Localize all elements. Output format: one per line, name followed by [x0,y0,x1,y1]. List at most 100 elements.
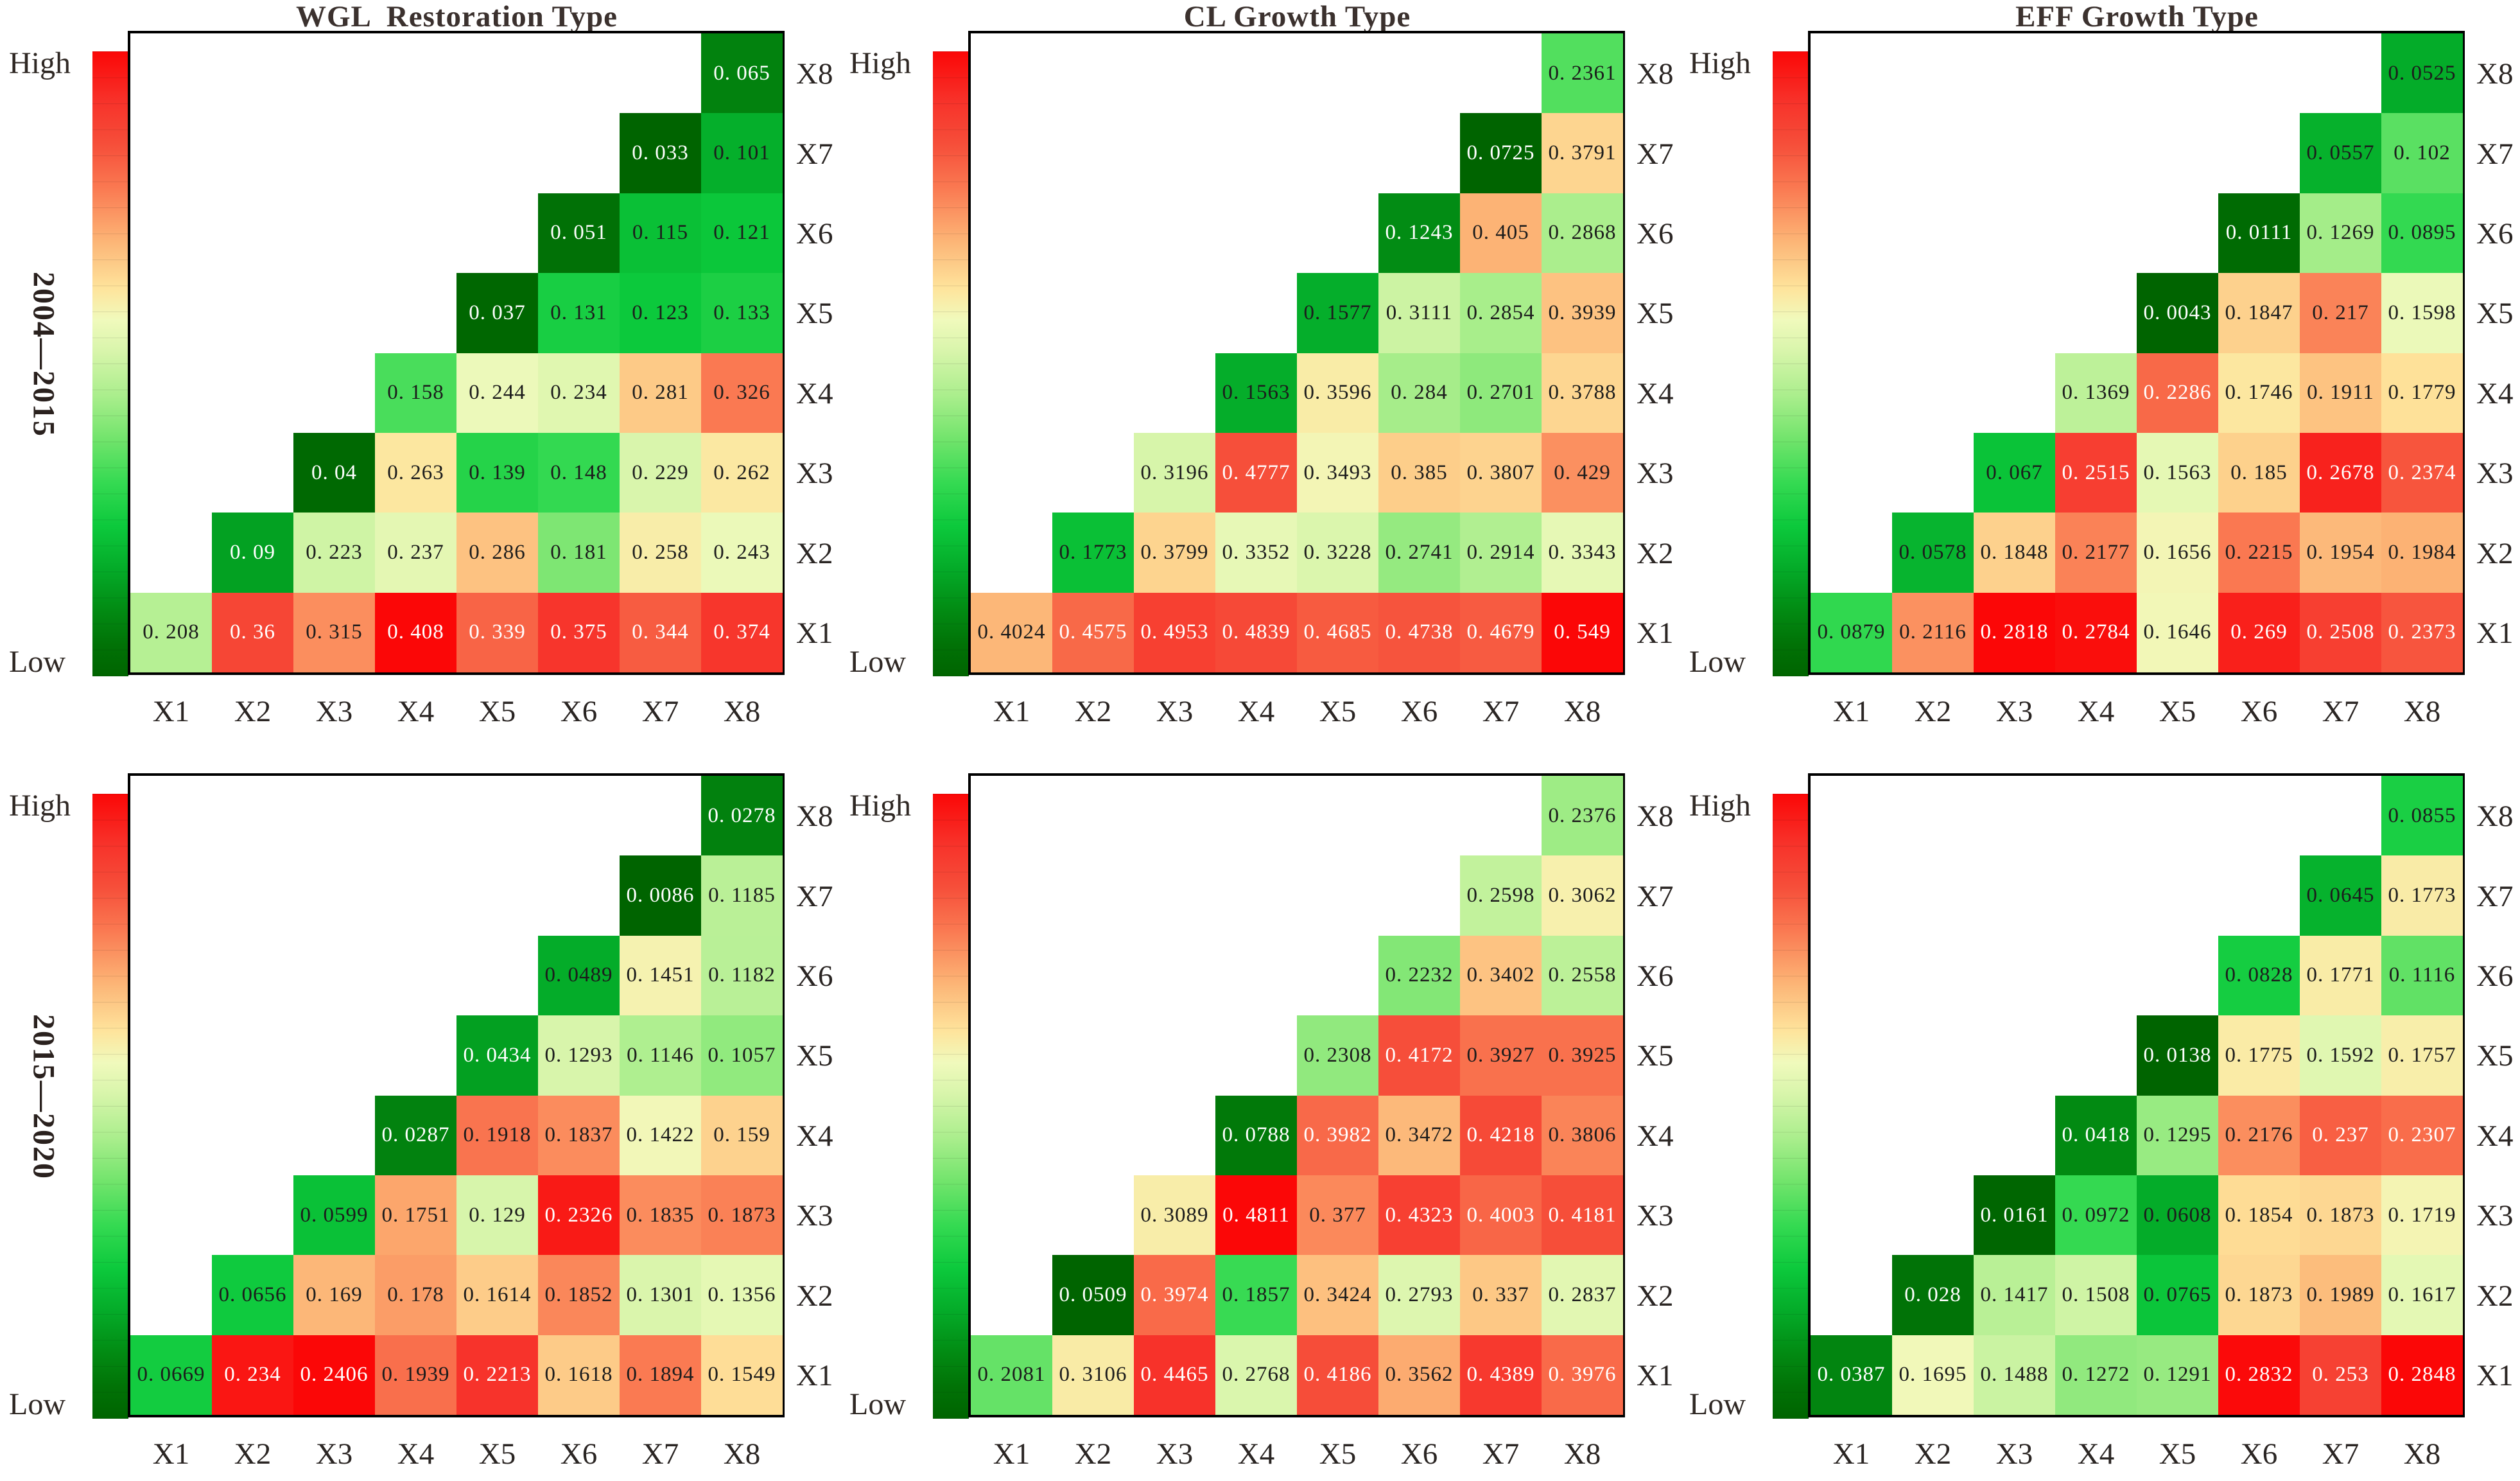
y-axis-label: X7 [796,137,833,171]
heatmap-cell: 0. 0879 [1811,592,1892,673]
heatmap-cell: 0. 2515 [2055,433,2137,513]
heatmap-cell: 0. 237 [375,513,456,593]
heatmap-cell: 0. 262 [701,433,783,513]
cell-value: 0. 337 [1472,1283,1529,1307]
heatmap-cell: 0. 1369 [2055,353,2137,433]
cell-value: 0. 1293 [544,1043,613,1067]
cell-value: 0. 169 [306,1283,363,1307]
colorbar-high-label: High [1689,46,1751,80]
heatmap-cell: 0. 2308 [1297,1015,1378,1096]
heatmap-cell: 0. 2374 [2381,433,2463,513]
cell-value: 0. 408 [387,620,444,644]
cell-value: 0. 1873 [708,1203,776,1227]
heatmap-cell: 0. 3925 [1542,1015,1623,1096]
cell-value: 0. 3596 [1303,381,1372,405]
heatmap-cell: 0. 133 [701,273,783,353]
cell-value: 0. 2326 [544,1203,613,1227]
colorbar-high-label: High [9,789,71,823]
heatmap-cell: 0. 3788 [1542,353,1623,433]
colorbar-steps [1773,794,1809,1419]
cell-value: 0. 1837 [544,1123,613,1147]
y-axis-label: X5 [1637,297,1674,331]
cell-value: 0. 237 [2312,1123,2369,1147]
heatmap-cell: 0. 3228 [1297,513,1378,593]
heatmap-cell: 0. 549 [1542,592,1623,673]
heatmap-cell: 0. 269 [2218,592,2300,673]
colorbar [933,51,969,676]
cell-value: 0. 0656 [218,1283,287,1307]
heatmap-cell: 0. 3424 [1297,1255,1378,1335]
cell-value: 0. 1563 [1222,381,1290,405]
colorbar-high-label: High [849,789,911,823]
cell-value: 0. 2598 [1466,884,1535,907]
cell-value: 0. 4839 [1222,620,1290,644]
heatmap-cell: 0. 1854 [2218,1175,2300,1256]
x-axis-label: X6 [2240,1437,2278,1471]
cell-value: 0. 377 [1309,1203,1366,1227]
cell-value: 0. 033 [632,141,689,165]
heatmap-cell: 0. 0509 [1052,1255,1134,1335]
cell-value: 0. 326 [713,381,770,405]
y-axis-label: X7 [2476,879,2514,913]
cell-value: 0. 131 [550,301,607,324]
heatmap-cell: 0. 234 [538,353,620,433]
cell-value: 0. 4323 [1385,1203,1454,1227]
heatmap-cell: 0. 037 [456,273,538,353]
cell-value: 0. 3982 [1303,1123,1372,1147]
heatmap-cell: 0. 1617 [2381,1255,2463,1335]
heatmap-panel: High Low 2015—2020 0. 0278 0. 0086 0. 1185 0. … [0,742,840,1481]
heatmap-cell: 0. 1598 [2381,273,2463,353]
heatmap-cell: 0. 1451 [620,935,701,1016]
cell-value: 0. 0828 [2225,963,2293,987]
cell-value: 0. 1847 [2225,301,2293,324]
heatmap-cell: 0. 3062 [1542,855,1623,936]
heatmap-cell: 0. 2848 [2381,1335,2463,1415]
cell-value: 0. 3806 [1548,1123,1617,1147]
heatmap-panel: CL Growth Type High Low 0. 2361 0. 0725 0. 37… [840,0,1680,739]
cell-value: 0. 263 [387,460,444,484]
cell-value: 0. 0557 [2306,141,2375,165]
heatmap-cell: 0. 4839 [1215,592,1297,673]
y-axis-label: X8 [796,800,833,834]
cell-value: 0. 2176 [2225,1123,2293,1147]
heatmap-cell: 0. 1272 [2055,1335,2137,1415]
heatmap-cell: 0. 4777 [1215,433,1297,513]
cell-value: 0. 3925 [1548,1043,1617,1067]
cell-value: 0. 4465 [1140,1363,1209,1387]
heatmap-cell: 0. 3596 [1297,353,1378,433]
heatmap-cell: 0. 1757 [2381,1015,2463,1096]
cell-value: 0. 2678 [2306,460,2375,484]
heatmap-cell: 0. 1146 [620,1015,701,1096]
heatmap-cell: 0. 139 [456,433,538,513]
heatmap-cell: 0. 148 [538,433,620,513]
cell-value: 0. 1057 [708,1043,776,1067]
heatmap-cell: 0. 0387 [1811,1335,1892,1415]
heatmap-cell: 0. 0669 [130,1335,212,1415]
cell-value: 0. 262 [713,460,770,484]
heatmap-cell: 0. 0043 [2137,273,2218,353]
heatmap-cell: 0. 1894 [620,1335,701,1415]
cell-value: 0. 037 [469,301,526,324]
heatmap-cell: 0. 121 [701,193,783,274]
x-axis-label: X7 [2322,695,2359,728]
cell-value: 0. 3062 [1548,884,1617,907]
x-axis-label: X7 [2322,1437,2359,1471]
heatmap-cell: 0. 2598 [1460,855,1542,936]
heatmap-cell: 0. 181 [538,513,620,593]
heatmap-cell: 0. 0161 [1974,1175,2055,1256]
heatmap-plot: 0. 2376 0. 2598 0. 3062 0. 2232 0. 3402 0. 25… [968,773,1625,1417]
cell-value: 0. 1618 [544,1363,613,1387]
heatmap-cell: 0. 1775 [2218,1015,2300,1096]
cell-value: 0. 2793 [1385,1283,1454,1307]
x-axis-label: X1 [1832,695,1870,728]
x-axis-label: X3 [1156,695,1194,728]
cell-value: 0. 3807 [1466,460,1535,484]
period-label: 2015—2020 [26,1014,61,1180]
y-axis-label: X8 [1637,57,1674,91]
colorbar-high-label: High [9,46,71,80]
cell-value: 0. 1116 [2388,963,2456,987]
heatmap-cell: 0. 1417 [1974,1255,2055,1335]
heatmap-cell: 0. 1182 [701,935,783,1016]
colorbar-steps [92,794,128,1419]
